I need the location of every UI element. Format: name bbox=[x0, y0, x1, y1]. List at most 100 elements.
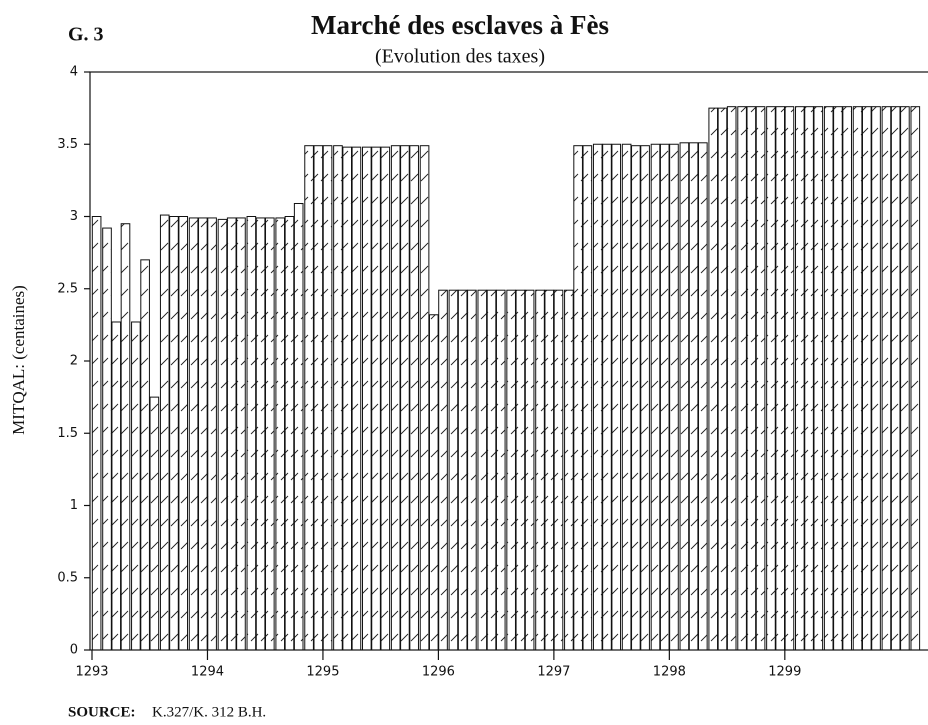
y-tick-label: 4 bbox=[70, 65, 78, 80]
bar bbox=[380, 146, 391, 651]
y-axis-label: MITQAL: (centaines) bbox=[9, 285, 28, 435]
bar bbox=[861, 106, 872, 651]
bar bbox=[659, 143, 670, 651]
bar bbox=[795, 106, 805, 651]
bar bbox=[400, 145, 410, 651]
bar bbox=[602, 143, 612, 651]
bar bbox=[650, 143, 661, 651]
bar bbox=[371, 146, 381, 651]
bar bbox=[871, 106, 881, 651]
bar bbox=[804, 106, 814, 651]
bar bbox=[178, 216, 189, 651]
bar bbox=[755, 106, 766, 651]
bar bbox=[852, 106, 863, 651]
x-tick-label: 1296 bbox=[422, 665, 455, 680]
bar bbox=[708, 107, 719, 651]
bar bbox=[495, 289, 506, 651]
source-label: SOURCE: bbox=[68, 704, 136, 720]
x-tick-label: 1293 bbox=[75, 665, 108, 680]
bar bbox=[313, 145, 324, 651]
bar bbox=[553, 289, 564, 651]
y-tick-label: 3 bbox=[70, 209, 78, 224]
bar bbox=[284, 216, 295, 651]
bar bbox=[293, 202, 304, 651]
bar bbox=[611, 143, 622, 651]
bar bbox=[159, 214, 170, 651]
bar bbox=[131, 321, 141, 651]
bar bbox=[275, 217, 286, 651]
bar bbox=[409, 145, 419, 651]
x-tick-label: 1298 bbox=[653, 665, 686, 680]
bar bbox=[120, 223, 131, 651]
y-tick-label: 2 bbox=[70, 354, 78, 369]
bar bbox=[669, 143, 679, 651]
bar bbox=[737, 106, 747, 651]
bar bbox=[717, 107, 728, 651]
y-tick-label: 0 bbox=[70, 643, 78, 658]
bar bbox=[140, 259, 150, 651]
y-tick-label: 2.5 bbox=[57, 281, 78, 296]
bar bbox=[207, 217, 217, 651]
bar bbox=[438, 289, 448, 651]
bar bbox=[813, 106, 824, 651]
source: K.327/K. 312 B.H. bbox=[152, 704, 266, 720]
x-tick-label: 1295 bbox=[306, 665, 339, 680]
y-tick-label: 1 bbox=[70, 498, 78, 513]
bar bbox=[188, 217, 199, 651]
bar bbox=[111, 321, 122, 651]
bar bbox=[390, 145, 401, 651]
bar bbox=[621, 143, 632, 651]
bar bbox=[448, 289, 459, 651]
y-tick-label: 0.5 bbox=[57, 570, 78, 585]
bar bbox=[362, 146, 372, 651]
chart-subtitle: (Evolution des taxes) bbox=[375, 46, 545, 68]
bar bbox=[217, 218, 228, 651]
plot-area bbox=[91, 106, 921, 651]
bar bbox=[149, 396, 160, 651]
bar bbox=[640, 145, 650, 651]
bar bbox=[775, 106, 786, 651]
bar bbox=[457, 289, 468, 651]
y-tick-label: 1.5 bbox=[57, 426, 78, 441]
bar bbox=[688, 142, 699, 651]
bar bbox=[477, 289, 488, 651]
bar bbox=[198, 217, 208, 651]
bar bbox=[842, 106, 852, 651]
bar bbox=[102, 227, 112, 651]
bar bbox=[226, 217, 237, 651]
bar bbox=[467, 289, 477, 651]
bar bbox=[91, 216, 102, 651]
bar bbox=[823, 106, 834, 651]
bar bbox=[515, 289, 526, 651]
bar bbox=[833, 106, 843, 651]
bar bbox=[592, 143, 603, 651]
bar bbox=[351, 146, 362, 651]
bar bbox=[304, 145, 314, 651]
bar bbox=[322, 145, 333, 651]
bar bbox=[900, 106, 910, 651]
bar bbox=[746, 106, 757, 651]
figure-label: G. 3 bbox=[68, 24, 104, 46]
bar bbox=[524, 289, 535, 651]
bar bbox=[419, 145, 430, 651]
chart-title: Marché des esclaves à Fès bbox=[311, 10, 609, 40]
x-tick-label: 1297 bbox=[537, 665, 570, 680]
bar bbox=[890, 106, 901, 651]
bar bbox=[506, 289, 516, 651]
bar bbox=[784, 106, 795, 651]
bar bbox=[265, 217, 275, 651]
bar bbox=[255, 217, 266, 651]
bar bbox=[573, 145, 583, 651]
y-tick-label: 3.5 bbox=[57, 137, 78, 152]
bar bbox=[631, 145, 641, 651]
x-tick-label: 1294 bbox=[191, 665, 224, 680]
bar bbox=[679, 142, 690, 651]
bar bbox=[169, 216, 179, 651]
bar bbox=[726, 106, 737, 651]
bar bbox=[535, 289, 545, 651]
bar bbox=[582, 145, 593, 651]
bar bbox=[698, 142, 708, 651]
bar bbox=[544, 289, 555, 651]
bar bbox=[333, 145, 343, 651]
